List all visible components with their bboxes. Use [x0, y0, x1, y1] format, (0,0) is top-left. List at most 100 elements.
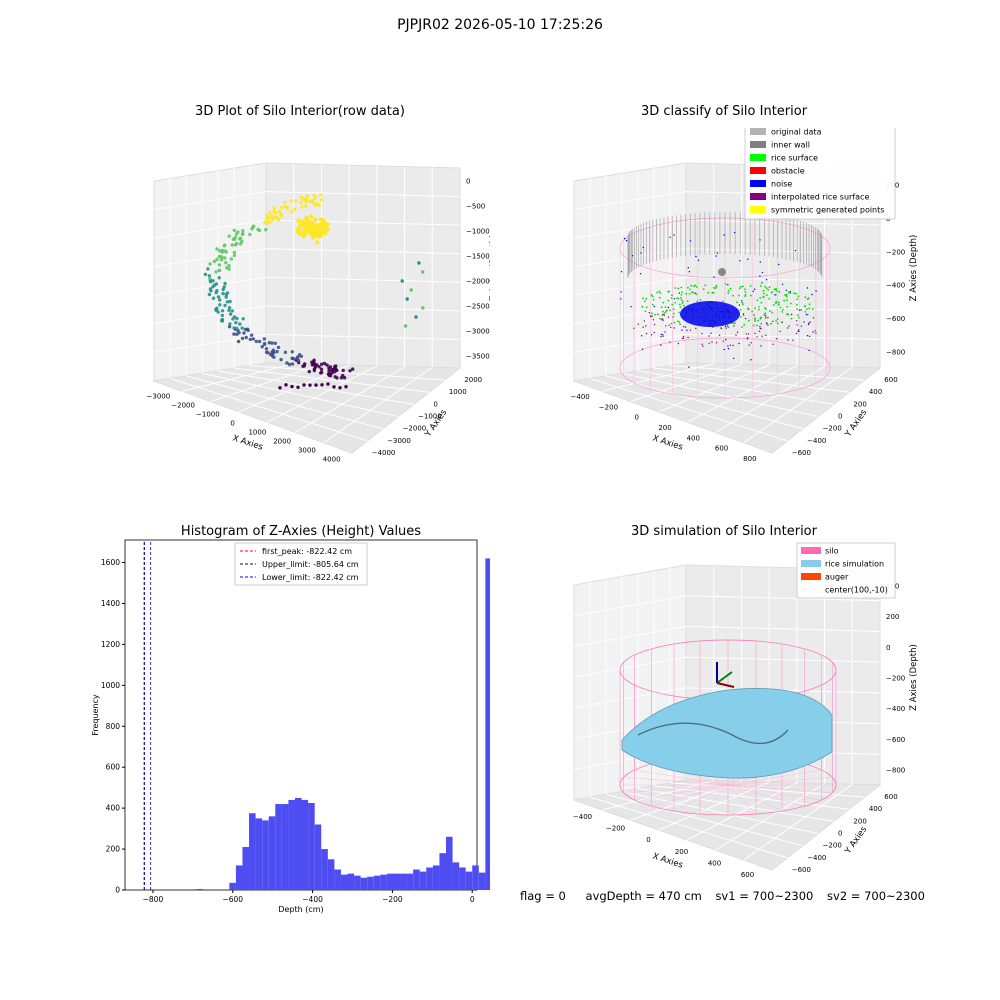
data-point: [321, 219, 327, 225]
interpolated-point: [633, 327, 635, 329]
z-tick-label: −600: [886, 736, 905, 744]
noise-point: [653, 305, 655, 308]
rice-surface-point: [651, 303, 654, 306]
histogram-bar: [249, 813, 256, 890]
rice-surface-point: [695, 293, 698, 295]
interpolated-point: [815, 332, 817, 334]
interpolated-point: [772, 343, 774, 345]
y-tick-label: 600: [106, 763, 121, 772]
rice-surface-point: [667, 299, 670, 302]
rice-surface-point: [770, 291, 773, 294]
y-axis-label: Frequency: [91, 694, 100, 736]
silo-wire: [634, 769, 729, 786]
grid-line: [605, 793, 803, 847]
y-tick-label: 200: [853, 817, 866, 825]
legend-label: original data: [771, 128, 822, 137]
histogram-bar: [380, 874, 387, 890]
interpolated-point: [765, 317, 767, 319]
data-point: [284, 383, 288, 387]
noise-point: [623, 237, 626, 240]
noise-point: [661, 334, 664, 336]
noise-point: [695, 255, 697, 258]
data-point: [264, 228, 268, 232]
data-point: [217, 254, 221, 259]
data-point: [299, 200, 303, 205]
plot3-histogram: −800 −600 −400 −200 0 0 200 400 600 800 1000 1200 14…: [91, 539, 490, 914]
data-point: [318, 233, 324, 239]
silo-wire: [727, 784, 805, 807]
rice-surface-point: [741, 301, 743, 304]
histogram-bar: [452, 862, 460, 890]
rice-surface-point: [795, 292, 798, 295]
noise-point: [765, 278, 768, 281]
interpolated-point: [796, 320, 798, 322]
rice-surface-point: [767, 324, 769, 326]
y-tick-label: 1400: [101, 599, 120, 608]
rice-surface-point: [787, 313, 789, 316]
noise-point: [688, 366, 690, 368]
rice-surface-point: [673, 312, 675, 315]
legend-label: auger: [825, 573, 849, 582]
histogram-bar: [459, 867, 466, 890]
interpolated-point: [665, 325, 667, 327]
noise-point: [747, 337, 749, 339]
x-tick-label: −400: [571, 393, 590, 401]
data-point: [211, 285, 215, 289]
data-point: [296, 385, 300, 389]
data-point: [275, 349, 279, 354]
figure-title: PJPJR02 2026-05-10 17:25:26: [397, 17, 603, 33]
interpolated-point: [682, 335, 685, 338]
legend-label: noise: [771, 180, 792, 189]
interpolated-point: [701, 333, 703, 335]
interpolated-point: [754, 332, 756, 335]
data-point: [313, 217, 318, 223]
rice-surface-point: [642, 297, 644, 300]
rice-surface-point: [685, 292, 688, 295]
interpolated-point: [645, 332, 648, 335]
silo-wire: [634, 784, 729, 801]
interpolated-point: [702, 345, 704, 347]
histogram-bar: [268, 816, 276, 890]
interpolated-point: [727, 345, 729, 347]
rice-surface-point: [785, 295, 788, 298]
interpolated-point: [748, 308, 750, 310]
noise-point: [806, 287, 809, 289]
noise-point: [725, 308, 727, 310]
rice-surface-point: [732, 322, 735, 325]
z-tick-label: 0: [466, 178, 470, 186]
data-point: [313, 365, 317, 369]
interpolated-point: [660, 333, 662, 336]
rice-surface-point: [806, 308, 808, 310]
rice-surface-point: [776, 318, 779, 320]
noise-point: [640, 252, 642, 254]
data-point: [290, 210, 294, 214]
rice-surface-point: [658, 290, 661, 293]
data-point: [320, 362, 324, 366]
interpolated-point: [657, 313, 659, 315]
data-point: [215, 247, 219, 251]
interpolated-point: [808, 335, 811, 338]
data-point: [320, 383, 324, 387]
grid-line: [153, 276, 461, 296]
data-point: [278, 209, 282, 214]
noise-point: [716, 252, 718, 254]
data-point: [220, 248, 224, 253]
grid-line: [169, 377, 368, 442]
z-tick-label: −1500: [466, 253, 490, 261]
data-point: [257, 339, 262, 344]
rice-surface-point: [793, 292, 795, 295]
noise-point: [688, 271, 691, 273]
data-point: [417, 261, 421, 265]
data-point: [208, 287, 213, 291]
rice-surface-point: [660, 306, 663, 309]
data-point: [262, 337, 266, 341]
rice-surface-point: [672, 308, 675, 310]
data-point: [256, 227, 260, 232]
silo-wire: [727, 784, 783, 812]
data-point: [267, 341, 272, 345]
noise-point: [738, 342, 740, 345]
data-point: [311, 362, 316, 366]
interpolated-point: [677, 342, 680, 345]
data-point: [208, 276, 212, 280]
rice-surface-point: [790, 302, 792, 305]
